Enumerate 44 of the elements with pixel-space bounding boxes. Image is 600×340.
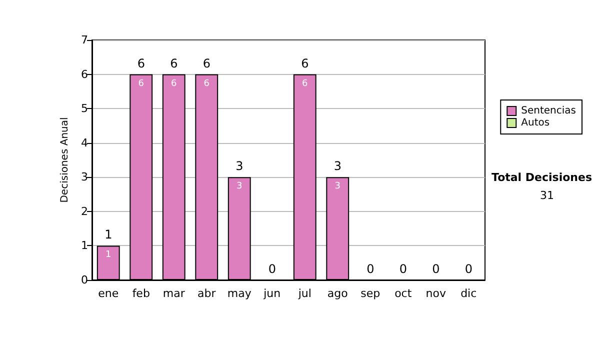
y-tick-label: 2 xyxy=(81,204,88,218)
x-tick-label: may xyxy=(227,287,252,300)
total-label: 0 xyxy=(464,262,472,276)
data-label: 3 xyxy=(236,182,242,192)
total-label: 6 xyxy=(202,56,210,70)
text: Total Decisiones xyxy=(492,171,592,184)
x-tick-label: dic xyxy=(460,287,477,300)
text: 31 xyxy=(540,189,554,202)
x-tick-label: oct xyxy=(394,287,412,300)
y-tick-label: 6 xyxy=(81,68,88,81)
y-tick-label: 7 xyxy=(81,34,88,46)
total-label: 1 xyxy=(104,228,112,242)
total-label: 3 xyxy=(236,159,244,174)
x-tick-label: jun xyxy=(262,287,281,300)
data-label: 6 xyxy=(302,78,308,89)
total-label: 6 xyxy=(301,56,309,70)
x-tick-label: sep xyxy=(360,287,380,300)
y-tick-label: 1 xyxy=(81,239,88,252)
x-tick-label: ago xyxy=(327,287,348,300)
y-tick-label: 4 xyxy=(81,136,88,150)
x-tick-label: mar xyxy=(162,287,186,300)
data-label: 6 xyxy=(138,78,144,89)
legend-label: Autos xyxy=(521,118,550,128)
data-label: 3 xyxy=(334,182,340,192)
y-tick-label: 0 xyxy=(81,274,88,286)
total-label: 0 xyxy=(399,262,407,276)
legend-label: Sentencias xyxy=(521,106,576,116)
x-tick-label: ene xyxy=(98,287,119,300)
x-tick-label: feb xyxy=(132,287,150,300)
x-tick-label: jul xyxy=(297,287,312,300)
total-label: 3 xyxy=(334,159,342,174)
data-label: 6 xyxy=(171,78,178,89)
total-label: 0 xyxy=(366,262,374,276)
x-tick-label: nov xyxy=(426,287,446,300)
data-label: 6 xyxy=(204,78,210,89)
total-label: 6 xyxy=(137,56,145,70)
data-label: 1 xyxy=(106,250,112,260)
y-tick-label: 5 xyxy=(81,102,88,116)
x-tick-label: abr xyxy=(198,287,216,300)
total-label: 0 xyxy=(268,262,276,276)
y-axis-title: Decisiones Anual xyxy=(60,117,71,203)
y-tick-label: 3 xyxy=(81,170,88,184)
total-label: 6 xyxy=(170,56,178,70)
total-label: 0 xyxy=(432,262,440,276)
